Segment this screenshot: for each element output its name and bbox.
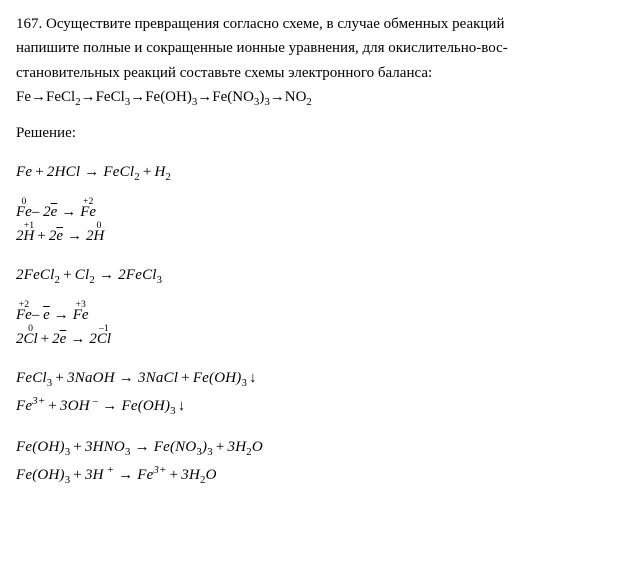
eq3-main: FeCl3+3NaOH→3NaCl+Fe(OH)3↓ bbox=[16, 368, 626, 391]
problem-line1: Осуществите превращения согласно схеме, … bbox=[46, 16, 505, 32]
problem-line2: напишите полные и сокращенные ионные ура… bbox=[16, 38, 626, 58]
equation-1: Fe+2HCl→FeCl2+H2 bbox=[16, 162, 626, 185]
eq1-main: Fe+2HCl→FeCl2+H2 bbox=[16, 162, 626, 185]
eq2-balance: +2Fe– e→+3Fe 20Cl+2e→2–1Cl bbox=[16, 305, 626, 350]
solution-label: Решение: bbox=[16, 123, 626, 143]
eq4-main: Fe(OH)3+3HNO3→Fe(NO3)3+3H2O bbox=[16, 437, 626, 460]
eq1-balance: 0Fe– 2e→+2Fe 2+1H+2e→20H bbox=[16, 202, 626, 247]
equation-4: Fe(OH)3+3HNO3→Fe(NO3)3+3H2O Fe(OH)3+3H +… bbox=[16, 437, 626, 488]
eq1-balance-2: 2+1H+2e→20H bbox=[16, 226, 626, 246]
problem-line3: становительных реакций составьте схемы э… bbox=[16, 63, 626, 83]
problem-text: 167. Осуществите превращения согласно сх… bbox=[16, 14, 626, 34]
eq4-ionic: Fe(OH)3+3H +→Fe3++3H2O bbox=[16, 463, 626, 488]
equation-3: FeCl3+3NaOH→3NaCl+Fe(OH)3↓ Fe3++3OH –→Fe… bbox=[16, 368, 626, 419]
eq1-balance-1: 0Fe– 2e→+2Fe bbox=[16, 202, 626, 222]
eq2-balance-2: 20Cl+2e→2–1Cl bbox=[16, 329, 626, 349]
equation-2: 2FeCl2+Cl2→2FeCl3 bbox=[16, 265, 626, 288]
eq2-main: 2FeCl2+Cl2→2FeCl3 bbox=[16, 265, 626, 288]
eq3-ionic: Fe3++3OH –→Fe(OH)3↓ bbox=[16, 394, 626, 419]
problem-number: 167. bbox=[16, 16, 42, 32]
reaction-scheme: Fe→FeCl2→FeCl3→Fe(OH)3→Fe(NO3)3→NO2 bbox=[16, 87, 626, 110]
